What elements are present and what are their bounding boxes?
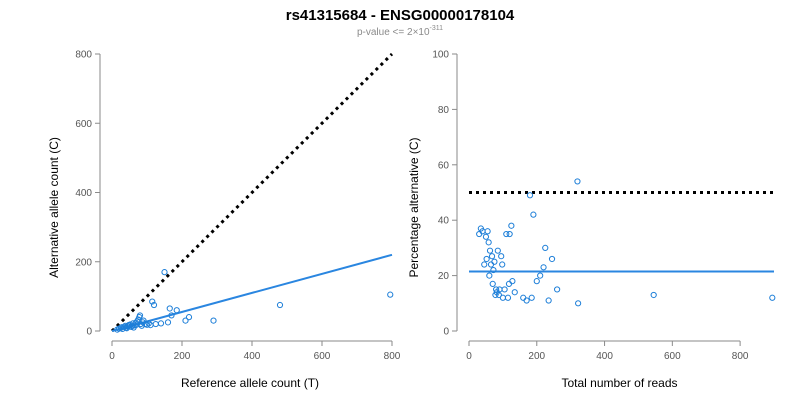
right-data-point — [548, 255, 556, 263]
right-y-tick-label: 20 — [438, 271, 450, 282]
right-data-point — [481, 261, 488, 268]
right-x-tick-label: 0 — [466, 351, 472, 362]
left-data-point — [276, 301, 284, 309]
right-y-tick-label: 100 — [432, 50, 449, 61]
right-y-tick-label: 60 — [438, 160, 450, 171]
right-x-tick-label: 200 — [528, 351, 545, 362]
right-scatter-plot: 0 200 400 600 800 0 20 40 60 80 100 Total number of… — [407, 50, 776, 390]
left-x-tick-label: 600 — [314, 351, 331, 362]
left-data-point — [143, 321, 151, 328]
left-fit-line — [111, 253, 393, 332]
left-data-point — [182, 317, 189, 324]
left-data-point — [149, 298, 156, 305]
right-data-point — [491, 258, 498, 265]
left-data-point — [185, 314, 193, 321]
subtitle-exponent: -311 — [430, 25, 444, 32]
right-data-point — [523, 297, 530, 304]
right-data-point — [505, 280, 513, 288]
left-data-point — [152, 320, 159, 328]
left-x-tick-label: 400 — [244, 351, 261, 362]
left-data-point — [387, 291, 394, 298]
left-y-tick-label: 400 — [75, 188, 92, 199]
right-data-point — [499, 294, 506, 301]
right-data-point — [476, 230, 483, 238]
right-data-point — [485, 239, 492, 246]
right-data-point — [501, 286, 508, 293]
left-y-tick-label: 0 — [86, 327, 92, 338]
right-data-point — [494, 247, 501, 254]
right-data-point — [482, 233, 490, 240]
left-data-point — [136, 312, 144, 319]
left-data-point — [173, 307, 180, 314]
right-data-point — [493, 286, 500, 293]
chart-subtitle: p-value <= 2×10-311 — [357, 25, 443, 38]
right-data-point — [486, 272, 493, 279]
left-data-point — [145, 320, 152, 327]
left-y-tick-label: 200 — [75, 257, 92, 268]
right-data-point — [508, 222, 515, 229]
right-data-point — [503, 230, 510, 238]
right-data-point — [520, 294, 527, 301]
left-data-point — [166, 305, 173, 312]
right-data-point — [489, 280, 496, 288]
right-x-tick-label: 600 — [664, 351, 681, 362]
right-data-point — [483, 255, 490, 263]
right-data-point — [540, 264, 547, 271]
left-data-point — [168, 312, 175, 319]
right-data-point — [511, 289, 518, 296]
left-data-point — [140, 317, 147, 324]
right-data-point — [574, 178, 581, 185]
right-data-point — [542, 244, 549, 251]
left-data-point — [210, 317, 217, 324]
left-data-point — [128, 323, 135, 330]
left-x-axis-label: Reference allele count (T) — [181, 376, 319, 390]
left-reference-line — [110, 52, 394, 333]
right-x-tick-label: 800 — [732, 351, 749, 362]
right-data-point — [526, 192, 534, 199]
left-y-axis-label: Alternative allele count (C) — [47, 137, 61, 278]
right-data-point — [769, 294, 776, 301]
left-x-tick-label: 200 — [174, 351, 191, 362]
right-data-point — [486, 247, 494, 254]
right-data-point — [506, 230, 513, 238]
right-data-point — [499, 261, 506, 268]
left-data-point — [164, 319, 172, 326]
right-y-tick-label: 0 — [443, 327, 449, 338]
right-data-point — [575, 300, 582, 307]
right-data-point — [545, 297, 552, 304]
left-y-tick-label: 600 — [75, 119, 92, 130]
right-data-point — [530, 211, 537, 218]
subtitle-prefix: p-value <= 2×10 — [357, 27, 430, 38]
right-data-point — [509, 278, 516, 285]
right-data-point — [487, 261, 495, 268]
right-data-point — [650, 291, 657, 299]
right-data-point — [490, 266, 497, 274]
right-data-point — [533, 278, 540, 285]
right-y-axis-label: Percentage alternative (C) — [407, 137, 421, 277]
right-data-point — [498, 253, 505, 260]
left-x-tick-label: 800 — [384, 351, 401, 362]
right-y-tick-label: 40 — [438, 216, 450, 227]
left-scatter-plot: 0 200 400 600 800 0 200 400 600 800 Reference alle… — [47, 50, 401, 391]
left-data-point — [161, 269, 168, 276]
right-data-point — [537, 272, 544, 279]
right-data-point — [504, 294, 512, 301]
right-data-point — [528, 294, 535, 301]
left-data-point — [157, 320, 165, 327]
left-data-point — [150, 301, 158, 309]
chart-title: rs41315684 - ENSG00000178104 — [286, 7, 515, 24]
right-y-tick-label: 80 — [438, 105, 450, 116]
right-x-tick-label: 400 — [596, 351, 613, 362]
right-data-point — [554, 286, 561, 293]
left-x-tick-label: 0 — [109, 351, 115, 362]
right-data-point — [488, 253, 496, 260]
right-data-point — [484, 228, 491, 235]
right-x-axis-label: Total number of reads — [561, 376, 677, 390]
left-y-tick-label: 800 — [75, 50, 92, 61]
